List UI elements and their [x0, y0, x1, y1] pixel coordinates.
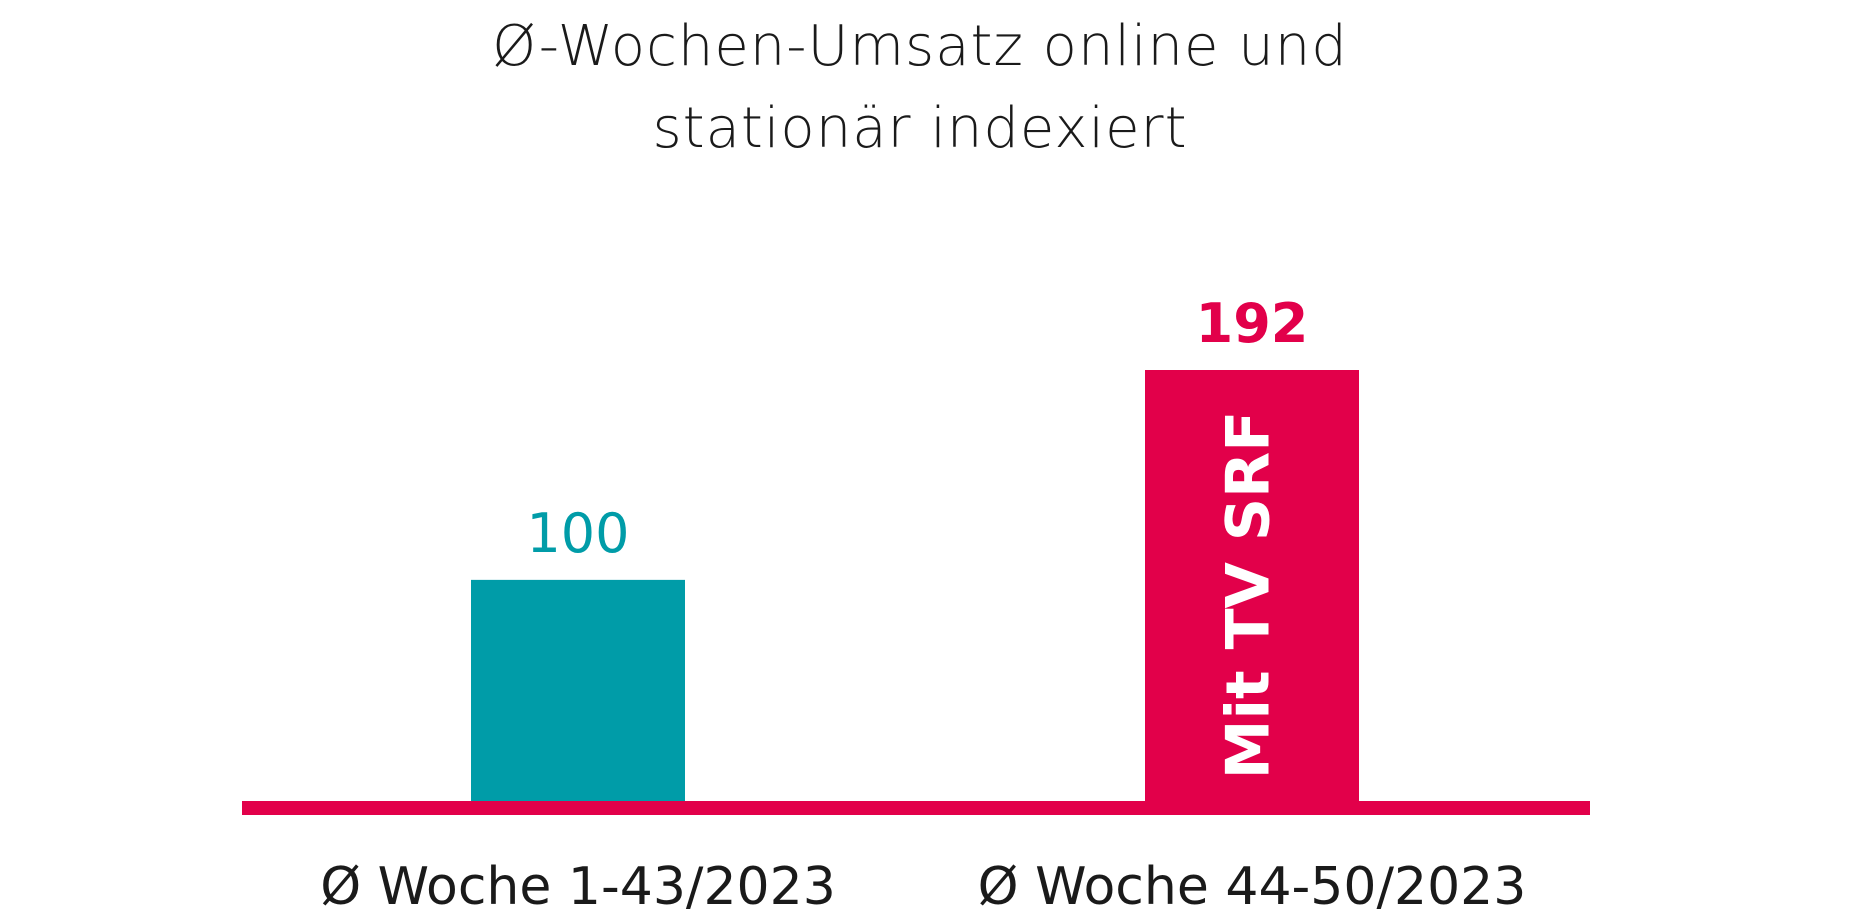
category-label-2: Ø Woche 44-50/2023 [978, 857, 1527, 916]
x-axis-baseline [242, 801, 1590, 815]
bar-inner-label-2: Mit TV SRF [1214, 411, 1284, 780]
bars-layer [471, 370, 1359, 808]
labels-layer: 100 Ø Woche 1-43/2023 192 Ø Woche 44-50/202… [320, 292, 1526, 916]
bar-2 [1145, 370, 1359, 808]
category-label-1: Ø Woche 1-43/2023 [320, 857, 836, 916]
value-label-2: 192 [1196, 292, 1309, 355]
value-label-1: 100 [526, 502, 629, 565]
chart-title-line-1: Ø-Wochen-Umsatz online und [492, 14, 1348, 79]
chart-title-line-2: stationär indexiert [652, 96, 1188, 161]
chart-title: Ø-Wochen-Umsatz online und stationär ind… [300, 6, 1540, 170]
bar-1 [471, 579, 685, 808]
